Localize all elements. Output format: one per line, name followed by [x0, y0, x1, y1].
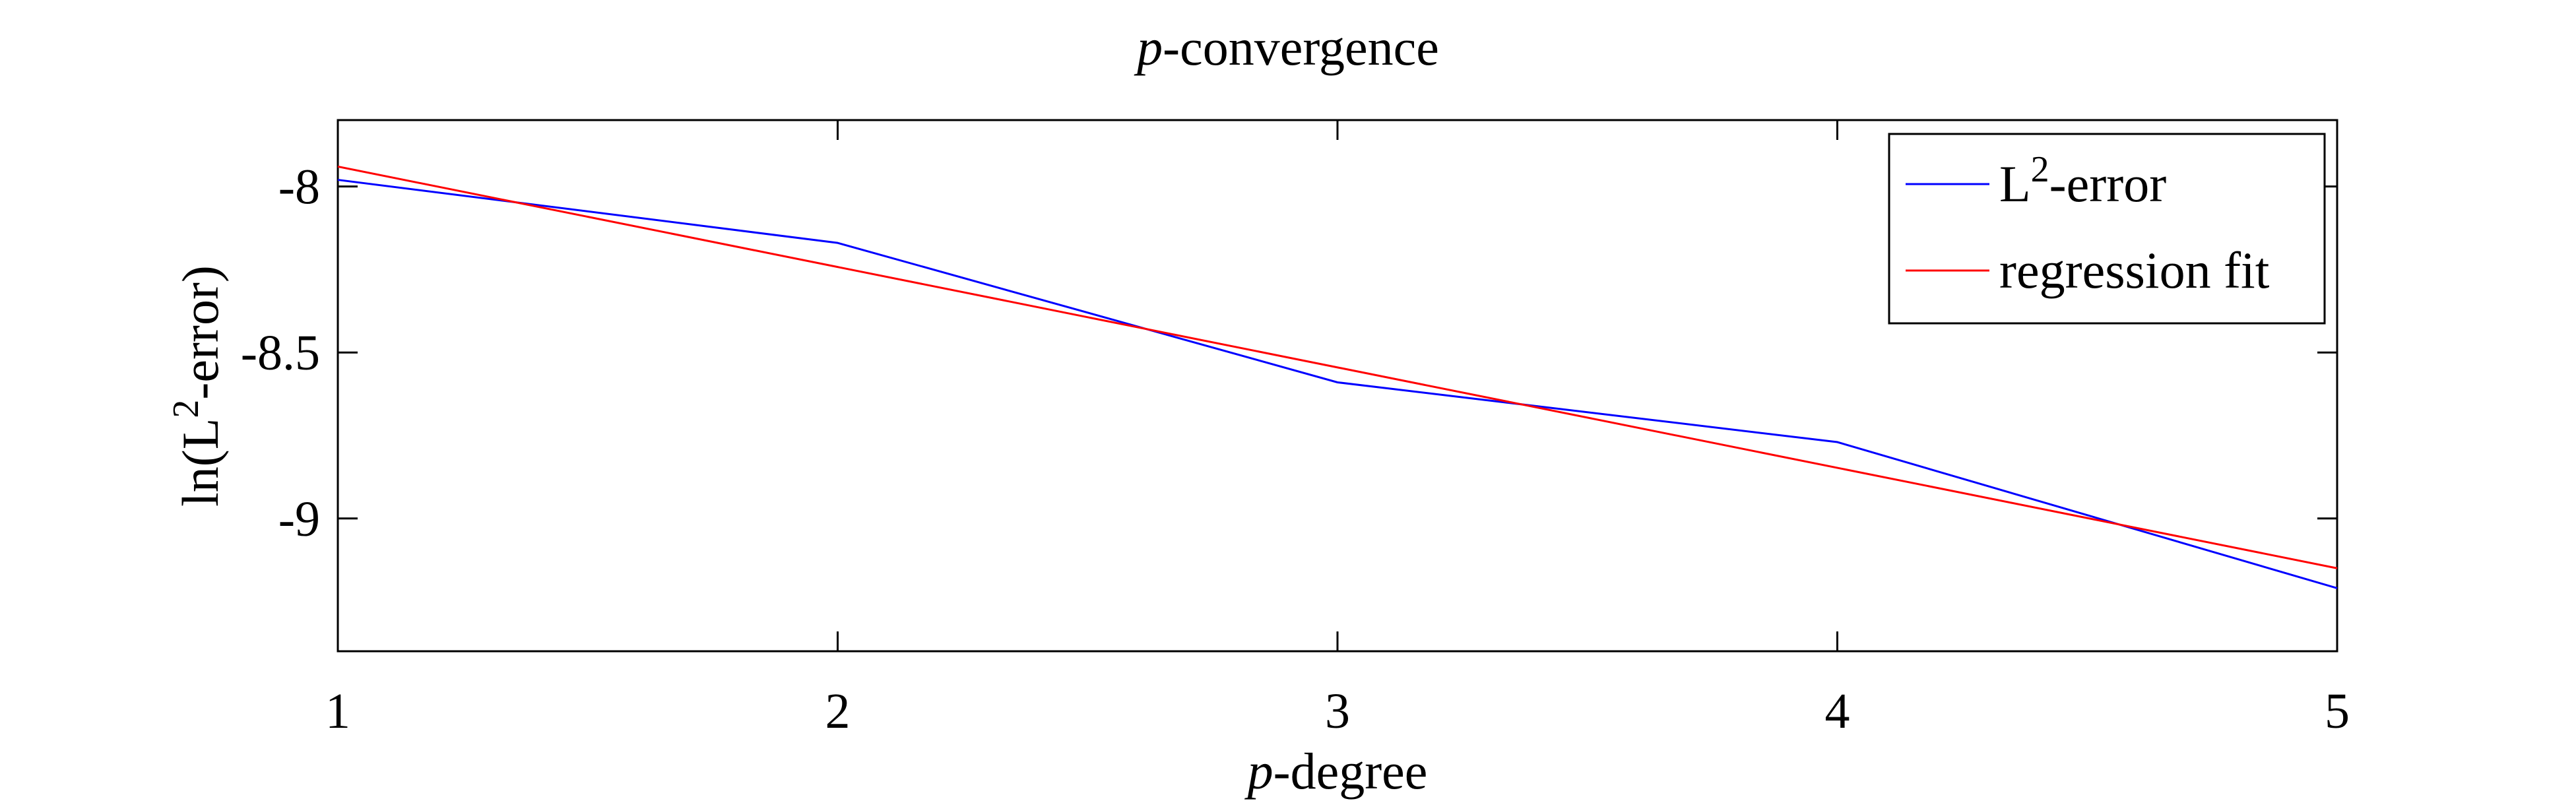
series-line-l2-error	[337, 179, 2338, 589]
y-tick-label: -8	[278, 160, 320, 215]
x-tick-label: 4	[1825, 684, 1850, 739]
x-tick-label: 5	[2325, 684, 2350, 739]
y-tick-label: -8.5	[241, 325, 320, 381]
legend-label: L2-error	[1999, 149, 2166, 212]
x-tick-label: 2	[825, 684, 851, 739]
series-line-regression-fit	[337, 165, 2338, 569]
x-axis-label: p-degree	[1244, 742, 1428, 800]
chart-title: p-convergence	[1134, 18, 1439, 76]
legend-label: regression fit	[1999, 241, 2270, 299]
legend-box	[1888, 133, 2326, 325]
x-tick-labels: 1 2 3 4 5	[325, 684, 2350, 739]
y-tick-labels: -8 -8.5 -9	[241, 160, 320, 547]
legend: L2-error regression fit	[1888, 133, 2326, 325]
x-tick-label: 3	[1325, 684, 1350, 739]
series-layer	[337, 165, 2338, 589]
x-tick-label: 1	[325, 684, 350, 739]
y-axis-label: ln(L2-error)	[166, 265, 229, 507]
legend-entries: L2-error regression fit	[1906, 149, 2270, 299]
y-tick-label: -9	[278, 492, 320, 547]
tick-marks	[337, 120, 2338, 651]
